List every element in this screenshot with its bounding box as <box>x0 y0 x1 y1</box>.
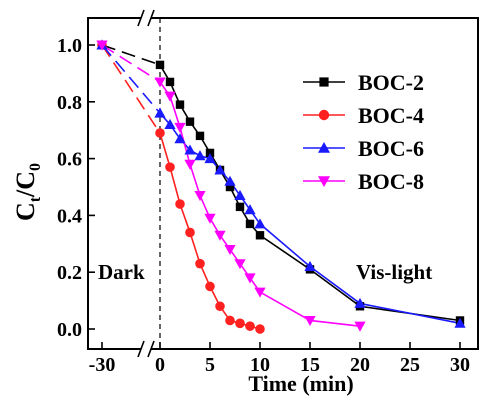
y-axis-title-c: C <box>11 202 40 221</box>
data-point-boc-4 <box>235 318 245 329</box>
y-axis-title-sub-0: 0 <box>27 163 44 171</box>
data-point-boc-4 <box>165 162 175 172</box>
x-axis-title: Time (min) <box>248 371 353 396</box>
series-line-dark-boc-8 <box>101 44 161 83</box>
data-point-boc-2 <box>185 117 195 126</box>
y-tick-label: 0.8 <box>57 92 82 114</box>
data-point-boc-4 <box>245 321 255 331</box>
data-point-boc-2 <box>165 77 175 87</box>
series-line-dark-boc-6 <box>101 44 161 114</box>
series-line-dark-boc-4 <box>101 44 161 134</box>
plot-border <box>87 17 479 350</box>
data-point-boc-4 <box>255 324 265 334</box>
data-point-boc-8 <box>354 321 366 332</box>
data-point-boc-4 <box>185 227 195 238</box>
data-point-boc-8 <box>234 259 246 270</box>
data-point-boc-8 <box>204 213 216 224</box>
legend-label-boc-2: BOC-2 <box>358 70 424 95</box>
legend-marker-boc-8 <box>318 176 330 187</box>
y-tick-label: 0.0 <box>57 319 82 341</box>
data-point-boc-2 <box>195 131 205 141</box>
data-point-boc-8 <box>224 245 236 256</box>
legend-marker-boc-2 <box>319 77 329 87</box>
legend-label-boc-6: BOC-6 <box>358 136 424 161</box>
x-tick-label: 5 <box>205 354 215 376</box>
y-axis-title-slash: /C <box>11 171 40 198</box>
data-point-boc-6 <box>454 317 466 328</box>
data-point-boc-6 <box>184 144 196 155</box>
data-point-boc-6 <box>174 133 186 144</box>
data-point-boc-2 <box>175 100 185 109</box>
data-point-boc-6 <box>354 297 366 308</box>
data-point-boc-4 <box>195 258 205 269</box>
legend: BOC-2 BOC-4 BOC-6 BOC-8 <box>303 70 424 194</box>
data-point-boc-6 <box>204 153 216 164</box>
data-point-boc-2 <box>245 219 255 229</box>
series-line-dark-boc-2 <box>101 44 161 66</box>
data-point-boc-2 <box>225 182 235 192</box>
data-point-boc-6 <box>304 260 316 271</box>
annotation-dark: Dark <box>98 260 145 284</box>
data-point-boc-8 <box>154 77 166 88</box>
axis-break-top-right <box>147 9 155 27</box>
y-axis-title: Ct/C0 <box>11 163 44 221</box>
data-point-boc-4 <box>175 199 185 209</box>
data-point-boc-6 <box>234 189 246 200</box>
data-point-boc-4 <box>205 281 215 292</box>
data-point-boc-8 <box>164 91 176 102</box>
plot-frame <box>87 9 479 358</box>
legend-marker-boc-4 <box>318 109 330 121</box>
data-point-boc-8 <box>304 316 316 327</box>
legend-marker-boc-6 <box>318 142 330 153</box>
y-tick-label: 0.2 <box>57 262 82 284</box>
data-point-boc-6 <box>214 164 226 175</box>
data-point-boc-8 <box>214 230 226 241</box>
data-point-boc-8 <box>244 273 256 284</box>
axis-break-bottom-left <box>137 340 145 358</box>
axis-break-top-left <box>137 9 145 27</box>
x-tick-label: 0 <box>155 354 165 376</box>
data-point-boc-6 <box>164 118 176 129</box>
x-tick-label: 20 <box>350 354 370 376</box>
axis-break-bottom-gap <box>141 340 151 358</box>
y-tick-label: 0.6 <box>57 149 82 171</box>
data-point-boc-2 <box>255 231 265 240</box>
y-tick-label: 0.4 <box>57 205 82 227</box>
data-point-boc-8 <box>194 191 206 202</box>
data-point-boc-4 <box>155 128 165 138</box>
data-point-boc-8 <box>254 287 266 298</box>
data-point-boc-8 <box>184 159 196 170</box>
data-point-boc-2 <box>205 148 215 158</box>
x-tick-label: 15 <box>300 354 320 376</box>
axis-break-top-gap <box>141 9 151 27</box>
series-markers <box>96 39 466 334</box>
data-point-boc-2 <box>235 202 245 212</box>
x-tick-label: 25 <box>400 354 420 376</box>
data-point-boc-6 <box>194 150 206 161</box>
data-point-boc-4 <box>225 315 235 326</box>
data-point-boc-8 <box>96 40 108 51</box>
y-axis-title-sub-t: t <box>27 196 44 202</box>
legend-label-boc-8: BOC-8 <box>358 169 424 194</box>
annotation-vis-light: Vis-light <box>356 260 432 284</box>
data-point-boc-2 <box>155 60 165 70</box>
data-point-boc-4 <box>215 301 225 312</box>
x-tick-label: 10 <box>250 354 270 376</box>
data-point-boc-6 <box>254 218 266 229</box>
x-tick-label: 30 <box>450 354 470 376</box>
y-tick-label: 1.0 <box>57 35 82 57</box>
data-point-boc-6 <box>244 204 256 215</box>
x-tick-label: -30 <box>89 354 116 376</box>
data-point-boc-6 <box>154 107 166 118</box>
data-point-boc-6 <box>224 175 236 186</box>
legend-label-boc-4: BOC-4 <box>358 103 424 128</box>
axis-ticks: -30 0 5 10 15 20 25 30 0.0 0.2 0.4 0.6 0.8 1.0 <box>57 35 470 376</box>
data-point-boc-8 <box>174 122 186 133</box>
axis-break-bottom-right <box>147 340 155 358</box>
